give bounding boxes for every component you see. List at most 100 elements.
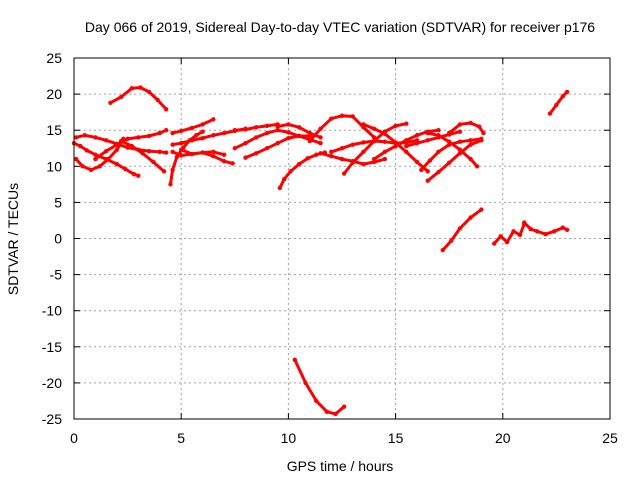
data-point	[564, 227, 570, 233]
data-series	[71, 85, 570, 417]
data-point	[82, 133, 87, 138]
data-point	[404, 121, 409, 126]
data-point	[564, 89, 570, 95]
series-arc05	[93, 128, 169, 162]
series-arc27	[447, 120, 486, 136]
data-point	[314, 398, 319, 404]
data-point	[114, 142, 120, 147]
x-tick-label: 0	[70, 430, 78, 446]
data-point	[170, 149, 175, 155]
series-trace	[293, 358, 346, 416]
data-point	[468, 156, 473, 162]
data-point	[125, 136, 130, 142]
data-point	[211, 117, 216, 122]
data-point	[80, 164, 85, 169]
data-point	[277, 185, 283, 191]
data-point	[481, 130, 486, 136]
data-point	[168, 182, 173, 187]
data-point	[118, 94, 124, 100]
data-point	[211, 133, 216, 138]
data-point	[547, 111, 553, 116]
data-point	[200, 122, 205, 127]
data-point	[281, 177, 287, 182]
data-point	[254, 125, 259, 130]
data-point	[350, 142, 355, 147]
data-point	[341, 171, 347, 176]
data-point	[528, 226, 533, 232]
chart-title: Day 066 of 2019, Sidereal Day-to-day VTE…	[85, 19, 595, 35]
series-arc25	[425, 130, 480, 169]
data-point	[307, 138, 313, 144]
data-point	[414, 159, 420, 165]
data-point	[230, 161, 235, 166]
data-point	[447, 139, 452, 144]
data-point	[414, 140, 420, 146]
y-tick-label: 5	[54, 194, 62, 210]
data-point	[305, 156, 310, 161]
data-point	[170, 142, 175, 147]
data-point	[404, 138, 409, 143]
y-tick-label: -15	[42, 339, 62, 355]
data-point	[449, 238, 454, 243]
data-point	[97, 164, 102, 169]
data-point	[404, 143, 409, 149]
y-tick-label: -5	[50, 267, 63, 283]
series-arc24	[419, 136, 484, 173]
data-point	[73, 135, 79, 140]
series-trace	[278, 151, 327, 190]
series-arc11	[179, 147, 227, 157]
data-point	[329, 149, 334, 155]
data-point	[457, 129, 463, 134]
data-point	[339, 146, 345, 151]
series-arc07	[168, 129, 205, 187]
data-point	[264, 146, 270, 151]
data-point	[157, 149, 162, 155]
data-point	[339, 156, 345, 162]
series-arc32	[547, 89, 570, 116]
data-point	[511, 229, 516, 234]
y-tick-label: 25	[46, 50, 62, 66]
data-point	[93, 156, 98, 162]
data-point	[254, 135, 259, 140]
series-arc26	[425, 138, 484, 183]
y-tick-label: 0	[54, 231, 62, 247]
data-point	[361, 161, 366, 167]
x-tick-label: 10	[281, 430, 297, 446]
data-point	[522, 220, 527, 225]
data-point	[457, 122, 463, 127]
series-arc17	[307, 113, 377, 144]
data-point	[179, 153, 184, 158]
data-point	[151, 159, 156, 165]
data-point	[179, 140, 184, 146]
data-point	[264, 123, 270, 129]
data-point	[243, 140, 248, 146]
data-point	[163, 107, 169, 112]
data-point	[103, 138, 109, 143]
data-point	[200, 129, 205, 134]
data-point	[264, 130, 270, 136]
data-point	[560, 225, 566, 230]
x-tick-label: 15	[388, 430, 404, 446]
data-point	[436, 133, 441, 138]
data-point	[436, 169, 441, 175]
x-tick-label: 5	[177, 430, 185, 446]
data-point	[296, 161, 302, 167]
data-point	[170, 130, 175, 136]
data-point	[371, 156, 377, 162]
data-point	[534, 229, 540, 234]
data-point	[275, 128, 280, 133]
series-trace	[119, 139, 166, 173]
data-point	[318, 140, 323, 146]
data-point	[492, 241, 497, 246]
data-point	[288, 169, 293, 174]
data-point	[211, 149, 216, 155]
data-point	[189, 138, 195, 143]
data-point	[93, 152, 98, 157]
data-point	[73, 156, 79, 162]
series-arc21	[361, 122, 430, 174]
data-point	[479, 138, 484, 143]
data-point	[243, 127, 248, 132]
data-point	[221, 159, 227, 164]
data-point	[129, 86, 135, 91]
y-tick-label: -10	[42, 303, 62, 319]
